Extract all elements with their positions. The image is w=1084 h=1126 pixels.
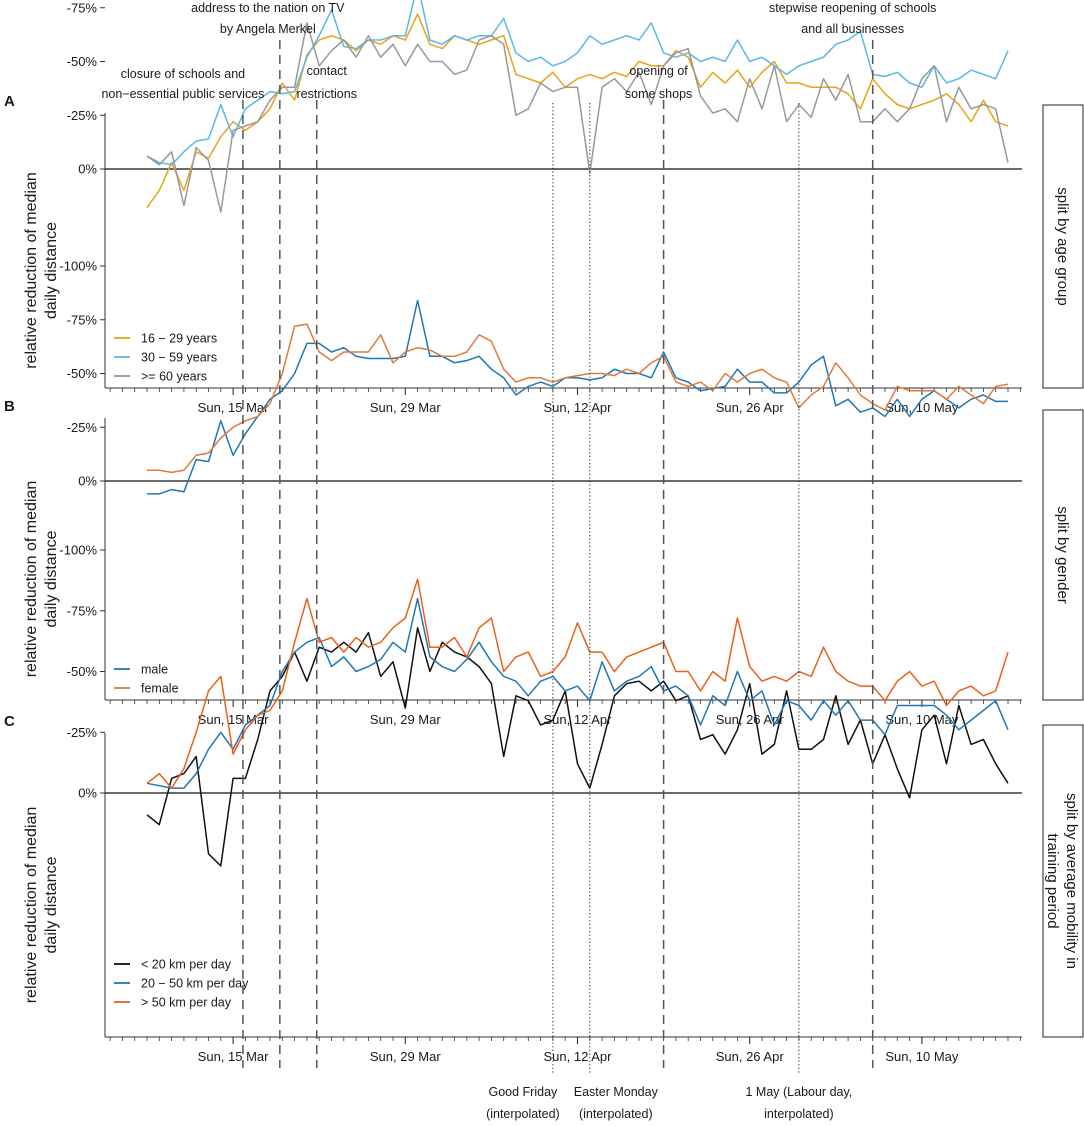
y-tick-label: -75% bbox=[67, 603, 98, 618]
legend-label: < 20 km per day bbox=[141, 958, 232, 972]
x-tick-label: Sun, 12 Apr bbox=[544, 1049, 613, 1064]
legend-label: male bbox=[141, 663, 168, 677]
panel-strip-label: split by gender bbox=[1054, 506, 1071, 604]
y-axis-title-line1: relative reduction of median bbox=[23, 807, 40, 1004]
y-tick-label: -100% bbox=[59, 259, 97, 274]
y-axis-title-line1: relative reduction of median bbox=[23, 172, 40, 369]
y-tick-label: 0% bbox=[78, 474, 97, 489]
x-tick-label: Sun, 10 May bbox=[885, 712, 958, 727]
series-line-1-1 bbox=[147, 323, 1009, 474]
panel-strip-box bbox=[1042, 409, 1084, 701]
x-tick-label: Sun, 12 Apr bbox=[544, 712, 613, 727]
event-annotation: closure of schools and bbox=[121, 67, 245, 81]
series-line-0-0 bbox=[146, 13, 1009, 209]
panel-strip-label: split by age group bbox=[1054, 187, 1071, 305]
event-annotation: stepwise reopening of schools bbox=[769, 1, 936, 15]
event-annotation: Good Friday bbox=[489, 1085, 559, 1099]
y-axis-title-line1: relative reduction of median bbox=[23, 481, 40, 678]
series-line-2-2 bbox=[146, 578, 1009, 789]
event-annotation: opening of bbox=[629, 64, 688, 78]
y-tick-label: -25% bbox=[67, 725, 98, 740]
legend-label: >= 60 years bbox=[141, 370, 207, 384]
x-tick-label: Sun, 26 Apr bbox=[716, 712, 785, 727]
y-axis-title-line2: daily distance bbox=[43, 856, 60, 953]
event-annotation: non−essential public services bbox=[101, 87, 264, 101]
panel-strip-label-line1: split by average mobility in bbox=[1063, 793, 1080, 969]
event-annotation: address to the nation on TV bbox=[191, 1, 345, 15]
y-axis-title-line2: daily distance bbox=[43, 222, 60, 319]
event-annotation: by Angela Merkel bbox=[220, 22, 316, 36]
y-axis-title: relative reduction of median daily distan… bbox=[23, 807, 60, 1004]
event-annotation: 1 May (Labour day, bbox=[746, 1085, 853, 1099]
legend-label: 30 − 59 years bbox=[141, 351, 217, 365]
event-annotation: some shops bbox=[625, 87, 692, 101]
event-annotation: interpolated) bbox=[764, 1107, 834, 1121]
y-axis-title: relative reduction of median daily distan… bbox=[23, 172, 60, 369]
x-tick-label: Sun, 26 Apr bbox=[716, 1049, 785, 1064]
y-tick-label: -75% bbox=[67, 312, 98, 327]
x-tick-label: Sun, 15 Mar bbox=[198, 1049, 269, 1064]
y-tick-label: -50% bbox=[67, 366, 98, 381]
x-tick-label: Sun, 29 Mar bbox=[370, 1049, 441, 1064]
legend-label: 16 − 29 years bbox=[141, 332, 217, 346]
panel-strip-box bbox=[1042, 724, 1084, 1038]
panel-letter: C bbox=[4, 713, 15, 730]
x-tick-label: Sun, 26 Apr bbox=[716, 400, 785, 415]
y-axis-title-line2: daily distance bbox=[43, 530, 60, 627]
x-tick-label: Sun, 29 Mar bbox=[370, 712, 441, 727]
y-tick-label: -50% bbox=[67, 664, 98, 679]
y-axis-title: relative reduction of median daily distan… bbox=[23, 481, 60, 678]
legend-label: > 50 km per day bbox=[141, 996, 232, 1010]
y-tick-label: -75% bbox=[67, 0, 98, 15]
y-tick-label: 0% bbox=[78, 162, 97, 177]
legend-label: female bbox=[141, 682, 179, 696]
event-annotation: (interpolated) bbox=[579, 1107, 653, 1121]
y-tick-label: -100% bbox=[59, 543, 97, 558]
series-line-1-0 bbox=[147, 299, 1008, 495]
x-tick-label: Sun, 29 Mar bbox=[370, 400, 441, 415]
panel-letter: A bbox=[4, 93, 15, 110]
event-annotation: restrictions bbox=[297, 87, 357, 101]
series-line-0-1 bbox=[146, 0, 1009, 166]
panel-strip-box bbox=[1042, 104, 1084, 389]
x-tick-label: Sun, 12 Apr bbox=[544, 400, 613, 415]
x-tick-label: Sun, 15 Mar bbox=[198, 400, 269, 415]
event-annotation: Easter Monday bbox=[574, 1085, 659, 1099]
panel-letter: B bbox=[4, 398, 15, 415]
event-annotation: contact bbox=[307, 64, 348, 78]
series-line-0-2 bbox=[146, 22, 1009, 213]
event-annotation: and all businesses bbox=[801, 22, 904, 36]
x-tick-label: Sun, 10 May bbox=[885, 1049, 958, 1064]
legend-label: 20 − 50 km per day bbox=[141, 977, 249, 991]
y-tick-label: -50% bbox=[67, 54, 98, 69]
series-line-2-0 bbox=[146, 627, 1009, 867]
y-tick-label: -25% bbox=[67, 108, 98, 123]
event-annotation: (interpolated) bbox=[486, 1107, 560, 1121]
panel-strip-label: split by average mobility intraining per… bbox=[1044, 793, 1080, 969]
panel-strip-label-line2: training period bbox=[1044, 833, 1061, 928]
y-tick-label: 0% bbox=[78, 786, 97, 801]
y-tick-label: -25% bbox=[67, 420, 98, 435]
x-tick-label: Sun, 10 May bbox=[885, 400, 958, 415]
